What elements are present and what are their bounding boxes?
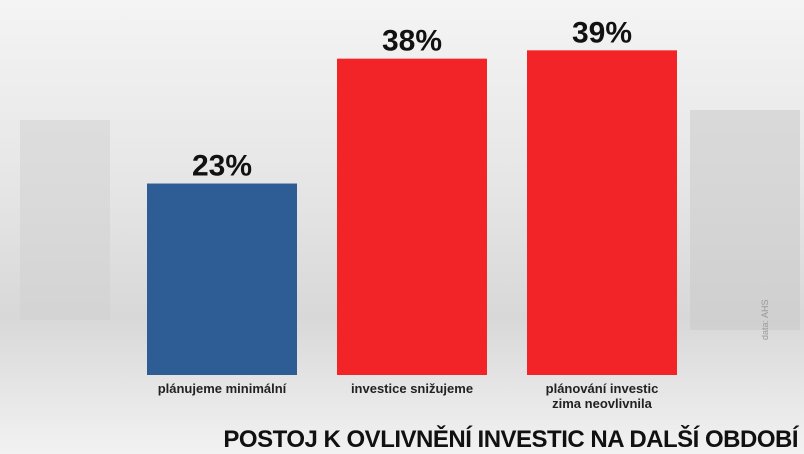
bar bbox=[527, 50, 677, 375]
x-tick-label: investice snižujeme bbox=[350, 381, 474, 396]
background-shape bbox=[690, 110, 800, 330]
chart-title: POSTOJ K OVLIVNĚNÍ INVESTIC NA DALŠÍ OBD… bbox=[223, 426, 798, 453]
x-tick-label: plánujeme minimální bbox=[157, 381, 287, 396]
x-tick-label: plánování investic zima neovlivnila bbox=[545, 381, 659, 411]
value-label: 38% bbox=[382, 25, 442, 58]
bar bbox=[147, 183, 297, 375]
source-note: data: AHS bbox=[760, 299, 770, 340]
bar bbox=[337, 58, 487, 376]
value-label: 39% bbox=[572, 16, 632, 49]
background-shape bbox=[20, 120, 110, 320]
value-label: 23% bbox=[192, 150, 252, 183]
